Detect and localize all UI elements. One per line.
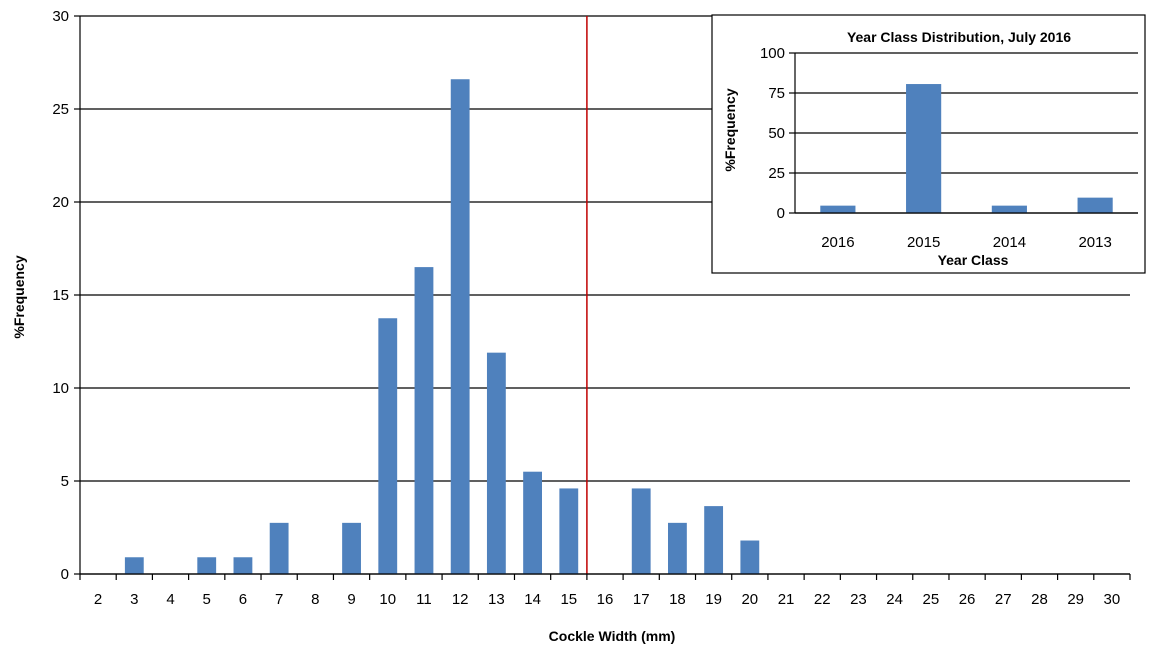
inset-y-tick-label: 75	[768, 85, 785, 102]
main-x-tick-label: 8	[311, 591, 319, 608]
main-x-tick-label: 19	[705, 591, 722, 608]
main-bar	[523, 471, 542, 574]
main-y-axis-title: %Frequency	[11, 255, 27, 338]
inset-y-tick-label: 50	[768, 125, 785, 142]
main-x-axis-title: Cockle Width (mm)	[549, 628, 676, 644]
main-bar	[269, 522, 289, 574]
inset-bar	[820, 205, 856, 213]
inset-y-tick-label: 100	[760, 45, 785, 62]
main-x-tick-label: 4	[166, 591, 174, 608]
main-bar	[704, 506, 724, 574]
inset-bars	[820, 84, 1113, 213]
main-bar	[668, 522, 687, 574]
main-bar	[414, 267, 434, 574]
main-gridlines	[80, 15, 1130, 575]
main-bar	[450, 79, 470, 575]
main-x-tick-label: 5	[203, 591, 211, 608]
inset-x-tick-label: 2015	[907, 234, 940, 251]
main-x-tick-label: 3	[130, 591, 138, 608]
inset-y-tick-label: 25	[768, 165, 785, 182]
main-y-tick-label: 30	[52, 8, 69, 25]
main-y-tick-labels: 0 5 10 15 20 25 30	[52, 8, 80, 583]
inset-x-tick-label: 2016	[821, 234, 854, 251]
inset-y-tick-labels: 0 25 50 75 100	[760, 45, 795, 222]
main-y-tick-label: 10	[52, 380, 69, 397]
inset-bar	[906, 84, 942, 213]
main-y-tick-label: 25	[52, 101, 69, 118]
main-bar	[631, 488, 651, 574]
main-x-tick-label: 18	[669, 591, 686, 608]
main-bar	[559, 488, 579, 574]
main-x-tick-label: 14	[524, 591, 541, 608]
main-x-tick-label: 9	[347, 591, 355, 608]
inset-y-tick-label: 0	[777, 205, 785, 222]
main-y-tick-label: 20	[52, 194, 69, 211]
main-x-tick-label: 12	[452, 591, 469, 608]
main-x-tick-label: 15	[560, 591, 577, 608]
main-bar	[378, 318, 398, 574]
inset-x-tick-label: 2013	[1078, 234, 1111, 251]
main-bar	[342, 522, 361, 574]
main-bar	[124, 557, 144, 574]
inset-y-axis-title: %Frequency	[722, 88, 738, 171]
inset-title: Year Class Distribution, July 2016	[847, 29, 1071, 45]
inset-x-axis-title: Year Class	[938, 252, 1009, 268]
main-x-tick-label: 20	[741, 591, 758, 608]
inset-x-tick-label: 2014	[993, 234, 1026, 251]
main-x-tick-label: 13	[488, 591, 505, 608]
main-x-tick-label: 25	[923, 591, 940, 608]
inset-chart: Year Class Distribution, July 2016 0 25 50…	[711, 14, 1146, 274]
main-bar	[486, 352, 506, 574]
main-x-tick-labels: 2 3 4 5 6 7 8 9 10 11 12 13 14 15 16 17 18 19 20 21 22 23 24 25…	[79, 574, 1131, 608]
main-x-tick-label: 10	[379, 591, 396, 608]
main-x-tick-label: 24	[886, 591, 903, 608]
main-x-tick-label: 30	[1104, 591, 1121, 608]
main-y-tick-label: 0	[61, 566, 69, 583]
main-x-tick-label: 6	[239, 591, 247, 608]
inset-bar	[1077, 197, 1113, 213]
main-x-tick-label: 11	[416, 591, 432, 608]
main-y-tick-label: 15	[52, 287, 69, 304]
main-x-tick-label: 27	[995, 591, 1012, 608]
main-bar	[740, 540, 760, 574]
main-x-tick-label: 26	[959, 591, 976, 608]
main-x-tick-label: 22	[814, 591, 831, 608]
main-x-tick-label: 21	[778, 591, 795, 608]
main-x-tick-label: 29	[1067, 591, 1084, 608]
main-x-tick-label: 28	[1031, 591, 1048, 608]
main-x-tick-label: 7	[275, 591, 283, 608]
main-y-tick-label: 5	[61, 473, 69, 490]
main-x-tick-label: 23	[850, 591, 867, 608]
inset-bar	[991, 205, 1027, 213]
inset-x-tick-labels: 2016 2015 2014 2013	[821, 234, 1112, 251]
main-bar	[197, 557, 217, 574]
main-x-tick-label: 17	[633, 591, 650, 608]
main-x-tick-label: 2	[94, 591, 102, 608]
main-bars	[124, 79, 760, 575]
main-bar	[233, 557, 253, 574]
main-x-tick-label: 16	[597, 591, 614, 608]
